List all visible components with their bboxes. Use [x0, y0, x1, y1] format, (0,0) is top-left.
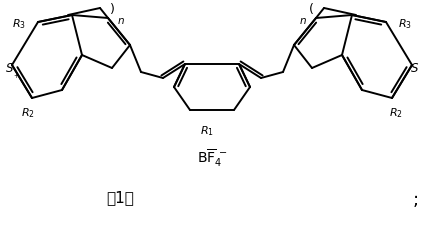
Text: $R_1$: $R_1$ — [200, 124, 214, 138]
Text: $\mathrm{B\overline{F}_4^{\,-}}$: $\mathrm{B\overline{F}_4^{\,-}}$ — [197, 148, 227, 169]
Text: $R_3$: $R_3$ — [398, 17, 412, 31]
Text: ): ) — [110, 3, 115, 16]
Text: ;: ; — [413, 191, 419, 209]
Text: $S$: $S$ — [410, 61, 419, 74]
Text: $n$: $n$ — [117, 16, 125, 26]
Text: $R_2$: $R_2$ — [21, 106, 35, 120]
Text: (: ( — [309, 3, 314, 16]
Text: $R_3$: $R_3$ — [12, 17, 26, 31]
Text: $n$: $n$ — [299, 16, 307, 26]
Text: $^+$: $^+$ — [12, 73, 20, 83]
Text: $S$: $S$ — [5, 61, 14, 74]
Text: $R_2$: $R_2$ — [389, 106, 403, 120]
Text: （1）: （1） — [106, 191, 134, 205]
